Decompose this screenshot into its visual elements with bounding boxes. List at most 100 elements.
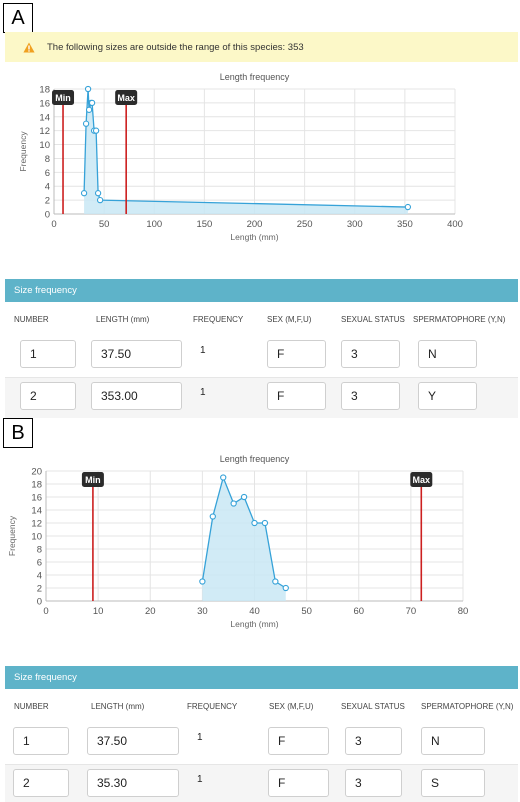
- chart-svg: Length frequency 0 2 4 6 8 10 12 14 16 18 0 50 100 150…: [18, 72, 463, 242]
- min-label-box: [52, 90, 75, 105]
- spermatophore-field[interactable]: S: [421, 769, 485, 797]
- data-point: [84, 85, 92, 93]
- x-tick-label: 0: [51, 219, 56, 230]
- col-sexual-status: SEXUAL STATUS: [341, 702, 405, 711]
- sex-field[interactable]: F: [268, 769, 329, 797]
- data-point: [199, 578, 206, 585]
- y-tick-label: 0: [37, 597, 42, 608]
- y-tick-label: 12: [31, 519, 42, 530]
- sexual-status-field[interactable]: 3: [345, 727, 402, 755]
- sexual-status-field[interactable]: 3: [341, 340, 400, 368]
- col-frequency: FREQUENCY: [187, 702, 238, 711]
- length-frequency-chart-a: Length frequency 0 2 4 6 8 10 12 14 16 18 0 50 100 150…: [0, 66, 520, 256]
- y-tick-label: 18: [39, 85, 50, 96]
- sex-field[interactable]: F: [267, 382, 326, 410]
- col-number: NUMBER: [14, 315, 49, 324]
- y-tick-label: 2: [45, 196, 50, 207]
- x-tick-label: 200: [247, 219, 263, 230]
- min-label-box: [81, 472, 104, 487]
- chart-title: Length frequency: [220, 72, 290, 82]
- number-field[interactable]: 2: [20, 382, 76, 410]
- data-point: [85, 106, 93, 113]
- series-line: [83, 88, 408, 208]
- sexual-status-field[interactable]: 3: [341, 382, 400, 410]
- max-label: Max: [117, 93, 135, 103]
- col-sexual-status: SEXUAL STATUS: [341, 315, 405, 324]
- min-label: Min: [85, 475, 101, 485]
- col-sex: SEX (M,F,U): [267, 315, 312, 324]
- col-number: NUMBER: [14, 702, 49, 711]
- y-tick-label: 4: [37, 571, 42, 582]
- max-label: Max: [413, 475, 431, 485]
- data-point: [282, 584, 289, 592]
- size-frequency-table-a: Size frequency NUMBER LENGTH (mm) FREQUE…: [5, 279, 518, 418]
- spermatophore-field[interactable]: N: [418, 340, 477, 368]
- x-tick-label: 150: [196, 219, 212, 230]
- x-axis-label: Length (mm): [230, 232, 278, 242]
- data-point: [96, 196, 104, 204]
- column-headers: NUMBER LENGTH (mm) FREQUENCY SEX (M,F,U)…: [5, 302, 518, 336]
- length-field[interactable]: 353.00: [91, 382, 182, 410]
- x-tick-label: 30: [197, 606, 208, 617]
- size-frequency-table-b: Size frequency NUMBER LENGTH (mm) FREQUE…: [5, 666, 518, 802]
- x-tick-label: 100: [146, 219, 162, 230]
- y-tick-label: 18: [31, 480, 42, 491]
- y-tick-label: 0: [45, 210, 50, 221]
- col-spermatophore: SPERMATOPHORE (Y,N): [421, 702, 514, 711]
- data-point: [261, 519, 269, 527]
- sex-field[interactable]: F: [268, 727, 329, 755]
- table-header: Size frequency: [5, 666, 518, 689]
- col-spermatophore: SPERMATOPHORE (Y,N): [413, 315, 506, 324]
- table-row: 2 353.00 1 F 3 Y: [5, 377, 518, 418]
- col-length: LENGTH (mm): [91, 702, 145, 711]
- data-point: [82, 120, 90, 127]
- x-tick-label: 250: [297, 219, 313, 230]
- x-tick-label: 10: [93, 606, 104, 617]
- data-point: [94, 190, 102, 197]
- table-header: Size frequency: [5, 279, 518, 302]
- table-row: 2 35.30 1 F 3 S: [5, 764, 518, 802]
- x-tick-label: 300: [347, 219, 363, 230]
- col-frequency: FREQUENCY: [193, 315, 244, 324]
- number-field[interactable]: 1: [20, 340, 76, 368]
- series-area: [84, 89, 408, 214]
- y-tick-label: 8: [37, 545, 42, 556]
- data-point: [404, 203, 412, 211]
- col-length: LENGTH (mm): [96, 315, 150, 324]
- panel-label: A: [3, 3, 33, 33]
- col-sex: SEX (M,F,U): [269, 702, 314, 711]
- warning-banner: The following sizes are outside the rang…: [5, 32, 518, 62]
- y-tick-label: 10: [39, 140, 50, 151]
- x-tick-label: 350: [397, 219, 413, 230]
- length-frequency-chart-b: Length frequency 0 2 4 6 8 10 12 14 16 18 20 0 10 20 30…: [0, 448, 520, 648]
- length-field[interactable]: 37.50: [91, 340, 182, 368]
- y-tick-label: 16: [39, 98, 50, 109]
- data-point: [272, 578, 279, 585]
- y-tick-label: 14: [31, 506, 42, 517]
- frequency-value: 1: [200, 345, 206, 356]
- x-tick-label: 50: [301, 606, 312, 617]
- max-label-box: [115, 90, 138, 105]
- frequency-value: 1: [197, 732, 203, 743]
- panel-b: B Length frequency 0 2 4 6 8 10 12 14 16 18 20 0 10 20…: [0, 418, 520, 802]
- x-axis-label: Length (mm): [230, 619, 278, 629]
- y-tick-label: 16: [31, 493, 42, 504]
- length-field[interactable]: 37.50: [87, 727, 179, 755]
- number-field[interactable]: 1: [13, 727, 69, 755]
- panel-label: B: [3, 418, 33, 448]
- spermatophore-field[interactable]: N: [421, 727, 485, 755]
- y-tick-label: 2: [37, 584, 42, 595]
- number-field[interactable]: 2: [13, 769, 69, 797]
- sex-field[interactable]: F: [267, 340, 326, 368]
- frequency-value: 1: [200, 387, 206, 398]
- length-field[interactable]: 35.30: [87, 769, 179, 797]
- sexual-status-field[interactable]: 3: [345, 769, 402, 797]
- y-tick-label: 12: [39, 126, 50, 137]
- frequency-value: 1: [197, 774, 203, 785]
- y-tick-label: 14: [39, 112, 50, 123]
- series-area: [202, 477, 286, 601]
- spermatophore-field[interactable]: Y: [418, 382, 477, 410]
- y-tick-label: 8: [45, 154, 50, 165]
- data-point: [251, 519, 258, 527]
